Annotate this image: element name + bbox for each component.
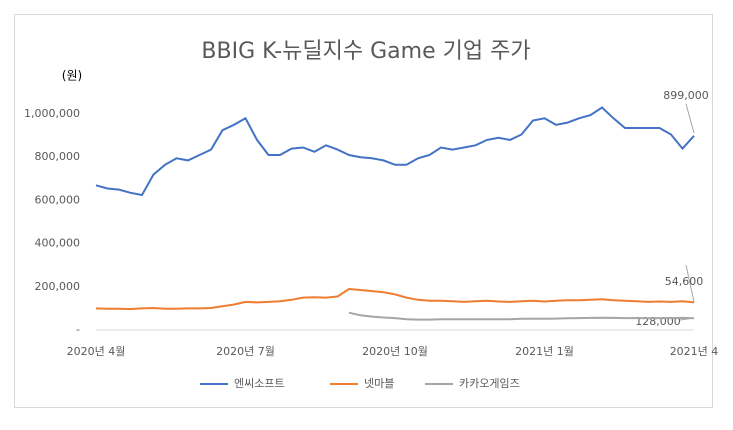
series-line [348, 311, 695, 321]
annotation: 899,000 [663, 89, 709, 102]
y-tick-label: 400,000 [35, 237, 81, 250]
y-tick-label: 200,000 [35, 280, 81, 293]
annotation: 128,000 [635, 315, 681, 328]
leader-line [685, 264, 695, 303]
series-line [95, 106, 695, 197]
leader-line [685, 103, 695, 134]
annotation: 54,600 [665, 275, 704, 288]
series-line [95, 287, 695, 311]
legend-label: 엔씨소프트 [234, 377, 285, 390]
x-tick-label: 2020년 10월 [362, 345, 428, 358]
legend-label: 넷마블 [364, 377, 394, 390]
y-axis-label: (원) [62, 69, 82, 83]
y-tick-label: 600,000 [35, 193, 81, 206]
chart-title: BBIG K-뉴딜지수 Game 기업 주가 [201, 39, 530, 64]
x-tick-label: 2020년 7월 [216, 345, 275, 358]
chart-frame [14, 14, 713, 408]
y-tick-label: 1,000,000 [24, 107, 80, 120]
x-tick-label: 2021년 4 [670, 345, 719, 358]
y-tick-label: 800,000 [35, 150, 81, 163]
x-tick-label: 2020년 4월 [67, 345, 126, 358]
y-tick-label: - [76, 323, 80, 336]
x-tick-label: 2021년 1월 [515, 345, 574, 358]
legend-label: 카카오게임즈 [459, 377, 520, 390]
